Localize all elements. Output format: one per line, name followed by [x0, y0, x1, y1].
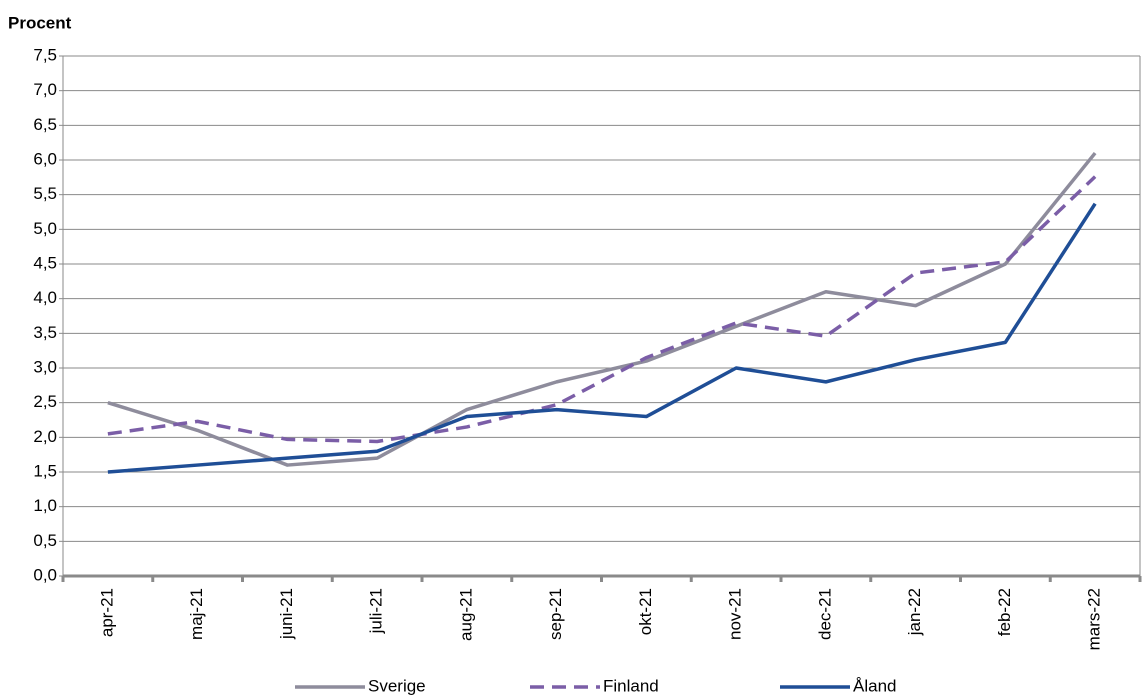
y-tick-label: 2,0	[33, 427, 57, 446]
x-tick-label: mars-22	[1085, 588, 1104, 650]
legend-label: Finland	[603, 676, 659, 695]
y-tick-label: 1,5	[33, 461, 57, 480]
x-tick-label: nov-21	[726, 588, 745, 640]
x-tick-label: apr-21	[97, 588, 116, 637]
x-tick-label: dec-21	[815, 588, 834, 640]
x-tick-label: juli-21	[367, 588, 386, 634]
y-tick-label: 3,0	[33, 357, 57, 376]
y-tick-label: 0,0	[33, 565, 57, 584]
y-tick-label: 0,5	[33, 531, 57, 550]
series-line	[107, 202, 1097, 474]
y-tick-label: 1,0	[33, 496, 57, 515]
y-tick-label: 3,5	[33, 323, 57, 342]
y-tick-label: 7,0	[33, 80, 57, 99]
y-tick-label: 4,0	[33, 288, 57, 307]
y-axis-label: Procent	[8, 13, 72, 32]
y-tick-label: 7,5	[33, 45, 57, 64]
x-tick-label: aug-21	[456, 588, 475, 641]
x-tick-label: okt-21	[636, 588, 655, 635]
y-tick-label: 6,5	[33, 115, 57, 134]
legend-label: Åland	[853, 676, 896, 695]
y-tick-label: 6,0	[33, 149, 57, 168]
legend-label: Sverige	[368, 676, 426, 695]
x-tick-label: sep-21	[546, 588, 565, 640]
y-tick-label: 5,0	[33, 219, 57, 238]
y-tick-label: 2,5	[33, 392, 57, 411]
x-tick-label: juni-21	[277, 588, 296, 640]
x-tick-label: feb-22	[995, 588, 1014, 636]
series-line	[107, 175, 1097, 444]
y-tick-label: 5,5	[33, 184, 57, 203]
y-tick-label: 4,5	[33, 253, 57, 272]
x-tick-label: maj-21	[187, 588, 206, 640]
series-line	[107, 151, 1097, 467]
x-tick-label: jan-22	[905, 588, 924, 636]
